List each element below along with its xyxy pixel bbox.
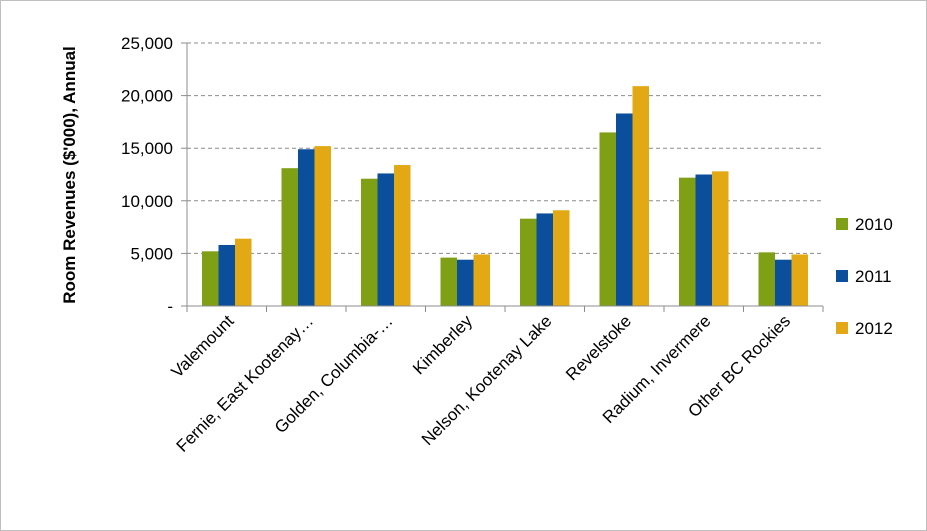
- bar-2012: [712, 171, 729, 306]
- bar-2012: [632, 86, 649, 306]
- legend-label-2010: 2010: [855, 215, 893, 234]
- bar-2012: [473, 254, 490, 306]
- bar-2011: [298, 149, 315, 306]
- bar-2011: [457, 259, 474, 306]
- bar-2011: [775, 259, 792, 306]
- y-tick-labels: - 5,000 10,000 15,000 20,000 25,000: [121, 34, 173, 316]
- legend-swatch-2012: [836, 322, 848, 334]
- bar-2011: [536, 213, 553, 306]
- legend-swatch-2011: [836, 270, 848, 282]
- y-tick-label: 10,000: [121, 192, 173, 211]
- legend-swatch-2010: [836, 218, 848, 230]
- bar-2010: [679, 177, 696, 306]
- x-tick-label: Revelstoke: [562, 311, 635, 384]
- bar-2012: [235, 238, 252, 306]
- bar-2011: [218, 244, 235, 306]
- bar-2012: [394, 165, 411, 306]
- bar-2011: [377, 173, 394, 306]
- bar-2010: [361, 178, 378, 306]
- y-tick-label: 15,000: [121, 139, 173, 158]
- bar-2010: [520, 218, 537, 306]
- y-tick-label: 20,000: [121, 87, 173, 106]
- x-tick-label: Fernie, East Kootenay…: [173, 311, 317, 455]
- bar-2012: [553, 210, 570, 306]
- bar-2010: [281, 168, 298, 306]
- bar-2011: [695, 174, 712, 306]
- y-tick-label: 5,000: [130, 244, 173, 263]
- x-tick-label: Valemount: [168, 311, 238, 381]
- y-tick-label: -: [167, 297, 173, 316]
- legend-label-2012: 2012: [855, 319, 893, 338]
- y-axis-label: Room Revenues ($'000), Annual: [60, 46, 79, 304]
- axes: [181, 42, 824, 312]
- bar-2010: [202, 251, 219, 306]
- legend-label-2011: 2011: [855, 267, 892, 286]
- bar-2010: [440, 257, 457, 306]
- bar-2012: [314, 146, 331, 306]
- bar-2011: [616, 113, 633, 306]
- y-tick-label: 25,000: [121, 34, 173, 53]
- bar-2010: [758, 252, 775, 306]
- x-tick-label: Nelson, Kootenay Lake: [418, 311, 556, 449]
- bar-2010: [599, 132, 616, 306]
- x-tick-label: Kimberley: [409, 311, 476, 378]
- bars: [202, 86, 808, 306]
- legend: 2010 2011 2012: [836, 215, 893, 338]
- bar-2012: [791, 254, 808, 306]
